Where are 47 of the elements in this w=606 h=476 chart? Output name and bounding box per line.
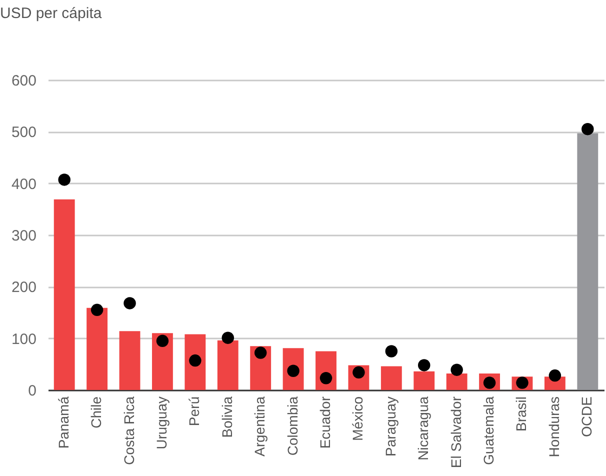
y-tick-label: 600 (11, 72, 36, 90)
point (124, 297, 136, 310)
point (254, 346, 267, 359)
point (582, 122, 594, 136)
bar (380, 366, 402, 390)
point (90, 304, 104, 316)
x-tick-label: El Salvador (448, 396, 464, 468)
x-tick-label: Bolivia (218, 396, 235, 438)
bar (414, 371, 435, 390)
bar (217, 340, 238, 390)
x-tick-label: Ecuador (317, 396, 333, 449)
x-tick-label: Perú (186, 396, 202, 426)
x-tick-label: Nicaragua (415, 396, 432, 460)
x-tick-label: Colombia (284, 396, 300, 456)
y-tick-label: 200 (11, 279, 36, 296)
point (548, 369, 562, 382)
x-tick-label: Brasil (513, 396, 530, 432)
x-tick-label: Costa Rica (120, 396, 137, 465)
point (189, 354, 202, 367)
x-tick-label: Panamá (55, 396, 72, 449)
point (156, 334, 169, 348)
x-tick-label: Argentina (252, 396, 268, 456)
y-tick-label: 0 (28, 382, 36, 400)
x-tick-label: Honduras (546, 396, 562, 458)
bar (54, 199, 75, 390)
x-tick-label: Chile (88, 396, 104, 428)
x-tick-label: México (350, 396, 366, 441)
y-tick-label: 500 (11, 124, 36, 142)
x-tick-label: OCDE (578, 396, 595, 437)
point (320, 372, 332, 384)
point (418, 359, 430, 372)
bar (577, 133, 598, 390)
point (450, 364, 463, 376)
point (385, 345, 398, 358)
bar (184, 334, 206, 390)
x-tick-label: Guatemala (480, 396, 497, 465)
point (222, 332, 234, 344)
x-tick-label: Uruguay (153, 396, 170, 450)
bar (86, 308, 108, 390)
y-tick-label: 300 (11, 228, 36, 244)
bar (446, 373, 468, 390)
point (58, 174, 70, 186)
y-tick-label: 100 (11, 330, 36, 348)
bar (119, 331, 140, 390)
y-axis-title: USD per cápita (0, 5, 102, 22)
y-tick-label: 400 (11, 176, 36, 193)
x-tick-label: Paraguay (382, 396, 398, 456)
